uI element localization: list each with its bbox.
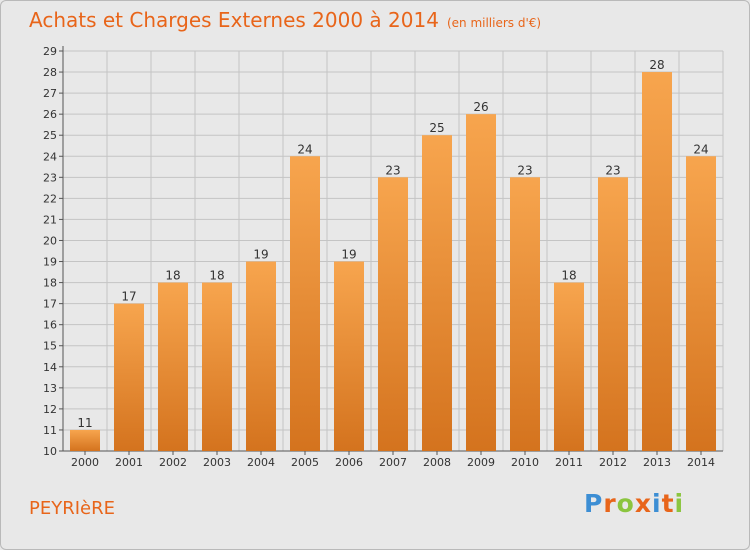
logo-letter: x	[634, 489, 652, 518]
x-tick-label: 2002	[159, 456, 187, 469]
bar-value-label: 11	[77, 416, 92, 430]
bar	[466, 114, 496, 451]
bar-value-label: 25	[429, 121, 444, 135]
y-tick-label: 20	[43, 234, 57, 247]
title-text: Achats et Charges Externes 2000 à 2014	[29, 8, 439, 32]
chart-title: Achats et Charges Externes 2000 à 2014 (e…	[29, 8, 541, 32]
bar	[554, 282, 584, 451]
bar	[158, 282, 188, 451]
y-tick-label: 10	[43, 445, 57, 458]
y-tick-label: 23	[43, 171, 57, 184]
bar	[202, 282, 232, 451]
y-tick-label: 14	[43, 361, 57, 374]
y-tick-label: 19	[43, 256, 57, 269]
tick-labels: 10 11 12 13 14 15 16 17 18 19 20 21 22 23 24 25 26 27 28 29…	[43, 45, 715, 469]
logo-letter: t	[661, 489, 675, 518]
y-tick-label: 28	[43, 66, 57, 79]
bar	[422, 135, 452, 452]
x-tick-label: 2011	[555, 456, 583, 469]
bar-value-label: 17	[121, 290, 136, 304]
bar-value-label: 26	[473, 100, 488, 114]
logo-letter: i	[652, 489, 662, 518]
y-tick-label: 16	[43, 319, 57, 332]
unit-label: (en milliers d'€)	[446, 16, 542, 30]
y-tick-label: 22	[43, 192, 57, 205]
bar-value-label: 24	[693, 142, 708, 156]
bar-value-label: 18	[209, 269, 224, 283]
bar	[378, 177, 408, 451]
x-tick-label: 2010	[511, 456, 539, 469]
bar-value-label: 19	[253, 248, 268, 262]
logo-letter: P	[584, 489, 604, 518]
x-tick-label: 2003	[203, 456, 231, 469]
bar-value-label: 23	[517, 163, 532, 177]
y-tick-label: 27	[43, 87, 57, 100]
x-tick-label: 2009	[467, 456, 495, 469]
bar	[246, 261, 276, 451]
x-tick-label: 2008	[423, 456, 451, 469]
x-tick-label: 2006	[335, 456, 363, 469]
x-tick-label: 2005	[291, 456, 319, 469]
y-tick-label: 17	[43, 298, 57, 311]
logo-letter: o	[616, 489, 635, 518]
x-tick-label: 2012	[599, 456, 627, 469]
bar-value-label: 18	[165, 269, 180, 283]
bar-value-label: 28	[649, 58, 664, 72]
y-tick-label: 21	[43, 213, 57, 226]
bar	[642, 72, 672, 451]
y-tick-label: 26	[43, 108, 57, 121]
proxiti-logo[interactable]: Proxiti	[584, 489, 684, 518]
y-tick-label: 24	[43, 150, 57, 163]
logo-letter: i	[674, 489, 685, 518]
x-tick-label: 2000	[71, 456, 99, 469]
data-labels: 11 17 18 18 19 24 19 23 25 26 23 18 23 28 24	[77, 58, 708, 430]
bar-value-label: 23	[385, 163, 400, 177]
bars	[70, 72, 716, 452]
bar-value-label: 24	[297, 142, 312, 156]
y-tick-label: 13	[43, 382, 57, 395]
bar-value-label: 19	[341, 248, 356, 262]
y-tick-label: 15	[43, 340, 57, 353]
x-tick-label: 2013	[643, 456, 671, 469]
y-tick-label: 11	[43, 424, 57, 437]
place-name: PEYRIèRE	[29, 498, 115, 519]
bar	[334, 261, 364, 451]
bar	[686, 156, 716, 451]
bar	[598, 177, 628, 451]
bar	[70, 429, 100, 451]
y-tick-label: 29	[43, 45, 57, 58]
x-tick-label: 2004	[247, 456, 275, 469]
bar-value-label: 23	[605, 163, 620, 177]
y-tick-label: 12	[43, 403, 57, 416]
x-tick-label: 2007	[379, 456, 407, 469]
x-tick-label: 2001	[115, 456, 143, 469]
y-tick-label: 25	[43, 129, 57, 142]
x-tick-label: 2014	[687, 456, 715, 469]
bar	[114, 303, 144, 451]
bar	[510, 177, 540, 451]
y-tick-label: 18	[43, 277, 57, 290]
bar-value-label: 18	[561, 269, 576, 283]
logo-letter: r	[603, 489, 617, 518]
bar	[290, 156, 320, 451]
